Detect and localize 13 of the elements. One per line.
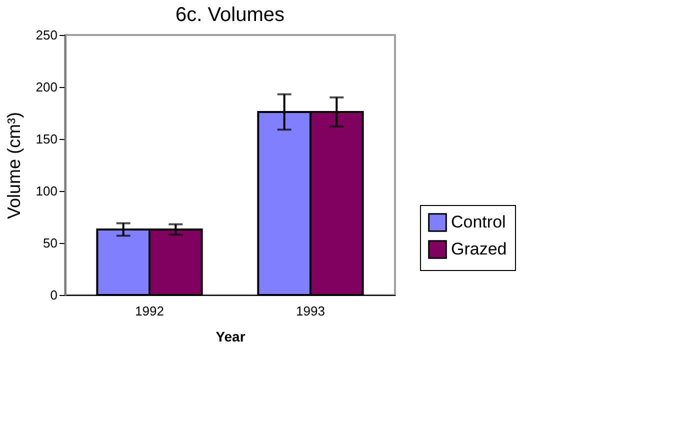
legend-label: Grazed — [451, 240, 507, 258]
x-tick-label: 1992 — [135, 304, 164, 318]
y-tick-label: 0 — [50, 288, 58, 302]
x-axis-title: Year — [216, 328, 246, 344]
y-tick-label: 200 — [36, 80, 58, 94]
y-tick-label: 100 — [36, 184, 58, 198]
x-tick-label: 1993 — [296, 304, 325, 318]
y-axis-title: Volume (cm³) — [4, 112, 24, 220]
y-tick-label: 150 — [36, 132, 58, 146]
legend-label: Control — [451, 212, 506, 232]
chart-title: 6c. Volumes — [176, 4, 284, 26]
y-tick-label: 50 — [43, 236, 58, 250]
y-tick-label: 250 — [36, 28, 58, 42]
